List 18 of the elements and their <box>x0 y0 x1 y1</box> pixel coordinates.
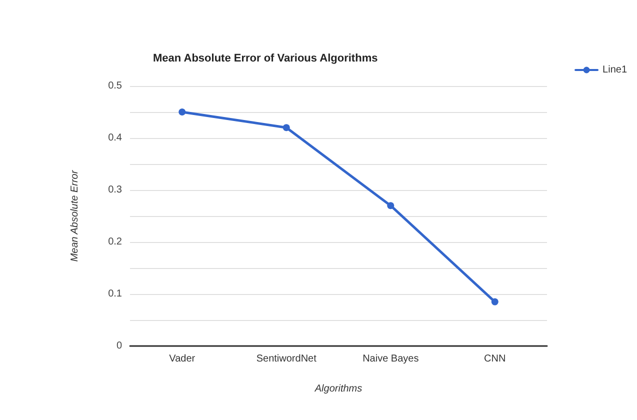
chart-title: Mean Absolute Error of Various Algorithms <box>153 52 378 64</box>
y-tick-label: 0.3 <box>108 184 122 196</box>
point <box>491 298 498 306</box>
y-tick-label: 0.2 <box>108 236 122 248</box>
y-tick-label: 0.5 <box>108 80 122 92</box>
x-tick-label: SentiwordNet <box>256 354 317 364</box>
y-tick-label: 0.4 <box>108 132 122 144</box>
legend-label: Line1 <box>602 64 628 76</box>
y-axis-title: Mean Absolute Error <box>70 170 80 262</box>
x-axis-title: Algorithms <box>314 384 362 394</box>
point <box>387 202 394 210</box>
y-tick-label: 0.1 <box>108 288 122 300</box>
x-tick-label: Naive Bayes <box>362 354 419 364</box>
y-tick-label: 0 <box>116 340 122 352</box>
x-tick-label: CNN <box>484 354 506 364</box>
point <box>178 108 186 116</box>
x-tick-label: Vader <box>169 354 196 364</box>
point <box>282 124 290 132</box>
